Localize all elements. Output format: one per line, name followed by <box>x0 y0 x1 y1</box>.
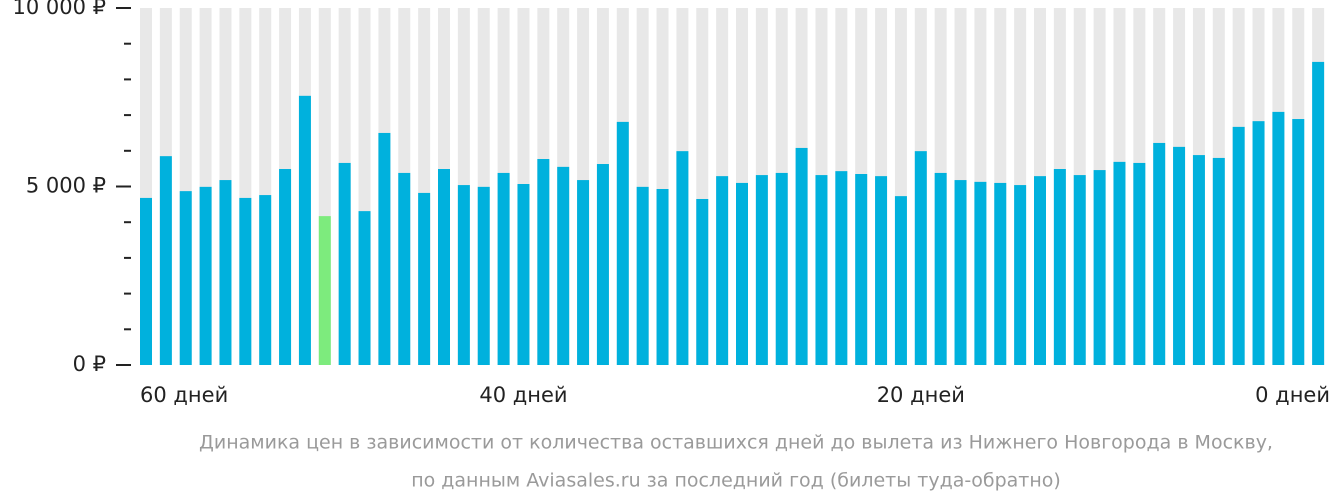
bar <box>1034 176 1046 365</box>
bar <box>199 186 212 365</box>
bar <box>855 174 868 365</box>
bar <box>318 216 331 365</box>
bar <box>1153 142 1166 365</box>
bar <box>279 169 292 365</box>
bar <box>1272 111 1285 366</box>
bar <box>1053 169 1066 365</box>
bar <box>954 180 967 365</box>
bar <box>1292 119 1305 365</box>
bar <box>795 147 808 365</box>
caption: по данным Aviasales.ru за последний год … <box>411 470 1061 492</box>
bar <box>457 185 470 365</box>
bar <box>696 198 709 365</box>
bar <box>875 176 888 365</box>
bar <box>1212 157 1225 365</box>
bar <box>1073 175 1086 365</box>
bar <box>656 188 669 365</box>
bar <box>418 192 431 365</box>
bar <box>1173 146 1186 365</box>
bar <box>716 176 729 365</box>
bar <box>815 175 828 365</box>
bar <box>676 151 689 365</box>
bar <box>894 196 907 365</box>
bar <box>1192 155 1205 365</box>
bar <box>1133 162 1146 365</box>
bar <box>398 172 411 365</box>
y-tick-label: 0 ₽ <box>73 352 106 376</box>
bar <box>775 172 788 365</box>
x-tick-label: 40 дней <box>479 383 567 407</box>
bar <box>239 197 252 365</box>
bar <box>179 191 192 365</box>
bar <box>577 180 590 365</box>
y-tick-label: 5 000 ₽ <box>26 174 106 198</box>
bar <box>835 171 848 365</box>
bar <box>1252 121 1265 365</box>
bar <box>934 172 947 365</box>
bar <box>1113 161 1126 365</box>
bar <box>736 182 748 365</box>
bar <box>497 172 510 365</box>
bar <box>974 181 987 365</box>
x-tick-label: 20 дней <box>877 383 965 407</box>
bar <box>517 184 530 365</box>
bar <box>1312 61 1325 365</box>
bar <box>914 151 927 365</box>
bar <box>298 95 311 366</box>
bar <box>159 156 172 365</box>
bar <box>358 211 371 365</box>
bar <box>616 121 629 366</box>
bar <box>537 159 550 365</box>
bar <box>1093 170 1106 365</box>
x-tick-label: 60 дней <box>140 383 228 407</box>
bar <box>596 164 609 365</box>
bar <box>557 166 570 365</box>
x-tick-label: 0 дней <box>1255 383 1330 407</box>
bar <box>636 186 649 365</box>
bar <box>219 180 232 365</box>
bar <box>438 169 450 365</box>
bar <box>140 197 152 365</box>
caption: Динамика цен в зависимости от количества… <box>199 432 1273 454</box>
bar <box>259 195 272 365</box>
bar <box>378 132 391 365</box>
y-tick-label: 10 000 ₽ <box>12 0 106 19</box>
bar <box>477 186 490 365</box>
bar <box>994 182 1007 365</box>
bar <box>755 175 768 365</box>
bar <box>1014 185 1027 365</box>
bar <box>338 162 351 365</box>
bar <box>1232 126 1245 365</box>
